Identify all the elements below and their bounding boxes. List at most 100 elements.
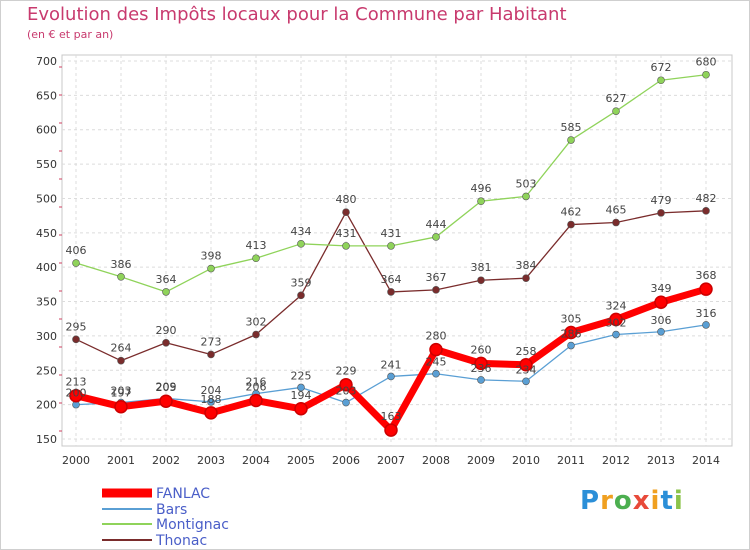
logo-letter: i: [650, 486, 661, 516]
data-point-fanlac: [564, 325, 578, 340]
legend-label-fanlac: FANLAC: [156, 486, 210, 502]
data-label-bars: 203: [111, 385, 132, 398]
data-label-thonac: 480: [336, 193, 357, 206]
data-label-montignac: 413: [246, 239, 267, 252]
x-tick-label: 2001: [107, 454, 135, 467]
data-point-thonac: [117, 356, 125, 365]
data-label-fanlac: 188: [201, 393, 222, 406]
data-point-bars: [477, 376, 485, 384]
data-label-thonac: 465: [606, 204, 627, 217]
data-point-bars: [567, 341, 575, 350]
data-label-fanlac: 213: [66, 376, 87, 389]
data-point-montignac: [342, 242, 350, 250]
data-label-thonac: 302: [246, 316, 267, 329]
data-point-montignac: [612, 107, 620, 115]
data-point-thonac: [252, 330, 260, 339]
data-label-fanlac: 280: [426, 330, 447, 343]
data-label-bars: 203: [336, 385, 357, 398]
data-label-montignac: 364: [156, 273, 177, 286]
proxiti-logo: Proxiti: [580, 486, 684, 516]
data-label-fanlac: 197: [111, 387, 132, 400]
data-point-thonac: [432, 286, 440, 294]
data-point-montignac: [477, 197, 485, 206]
data-point-montignac: [117, 273, 125, 281]
data-label-montignac: 398: [201, 250, 222, 263]
y-tick-label: 500: [36, 192, 57, 205]
logo-letter: o: [613, 486, 633, 516]
x-tick-label: 2000: [62, 454, 90, 467]
data-point-bars: [387, 372, 395, 381]
data-point-thonac: [72, 335, 80, 344]
data-point-montignac: [432, 233, 440, 241]
data-label-thonac: 367: [426, 271, 447, 284]
y-tick-label: 700: [36, 55, 57, 68]
data-point-thonac: [612, 218, 620, 227]
data-label-bars: 225: [291, 369, 312, 382]
data-point-bars: [342, 398, 350, 407]
x-tick-label: 2008: [422, 454, 450, 467]
data-label-fanlac: 258: [516, 345, 537, 358]
data-point-fanlac: [384, 423, 398, 437]
x-tick-label: 2002: [152, 454, 180, 467]
data-label-fanlac: 205: [156, 381, 177, 394]
data-point-montignac: [657, 76, 665, 85]
data-label-montignac: 680: [696, 56, 717, 69]
legend-label-bars: Bars: [156, 502, 187, 518]
data-point-fanlac: [294, 402, 308, 416]
y-tick-label: 250: [36, 364, 57, 377]
data-label-montignac: 503: [516, 177, 537, 190]
data-point-fanlac: [69, 388, 83, 403]
data-label-layer: 295 264 290 273 302 359 480 364 367 381 384 462 465 4…: [66, 56, 717, 423]
data-label-bars: 241: [381, 358, 402, 371]
logo-letter: r: [600, 486, 614, 516]
data-label-bars: 236: [471, 362, 492, 375]
legend-label-montignac: Montignac: [156, 517, 229, 533]
data-label-thonac: 482: [696, 192, 717, 205]
data-label-montignac: 444: [426, 218, 447, 231]
data-point-thonac: [522, 274, 530, 282]
x-tick-label: 2004: [242, 454, 270, 467]
data-point-montignac: [297, 240, 305, 248]
x-tick-label: 2014: [692, 454, 720, 467]
data-label-montignac: 672: [651, 61, 672, 74]
data-point-bars: [612, 330, 620, 339]
data-label-fanlac: 349: [651, 282, 672, 295]
data-point-thonac: [297, 291, 305, 300]
data-label-thonac: 462: [561, 206, 582, 219]
data-label-fanlac: 368: [696, 269, 717, 282]
data-point-montignac: [207, 264, 215, 273]
data-label-montignac: 434: [291, 225, 312, 238]
data-point-bars: [207, 398, 215, 406]
x-tick-label: 2013: [647, 454, 675, 467]
data-point-fanlac: [249, 393, 263, 408]
data-point-fanlac: [519, 358, 533, 372]
data-point-montignac: [522, 192, 530, 201]
y-tick-label: 200: [36, 399, 57, 412]
data-point-montignac: [702, 70, 710, 79]
data-point-thonac: [387, 288, 395, 296]
y-tick-label: 300: [36, 330, 57, 343]
logo-letter: i: [673, 486, 684, 516]
data-point-thonac: [477, 276, 485, 285]
data-label-thonac: 273: [201, 335, 222, 348]
data-point-montignac: [567, 136, 575, 144]
y-tick-label: 400: [36, 261, 57, 274]
data-label-thonac: 384: [516, 259, 537, 272]
data-label-montignac: 585: [561, 121, 582, 134]
data-label-bars: 245: [426, 356, 447, 369]
data-label-thonac: 264: [111, 342, 132, 355]
data-label-bars: 216: [246, 376, 267, 389]
logo-letter: t: [660, 486, 674, 516]
y-tick-label: 550: [36, 158, 57, 171]
y-tick-label: 650: [36, 89, 57, 102]
x-tick-label: 2011: [557, 454, 585, 467]
plot-area: [61, 54, 733, 447]
data-label-bars: 306: [651, 314, 672, 327]
chart-title: Evolution des Impôts locaux pour la Comm…: [27, 4, 567, 25]
data-point-fanlac: [114, 399, 128, 414]
data-point-thonac: [702, 207, 710, 215]
data-label-montignac: 406: [66, 244, 87, 257]
chart-subtitle: (en € et par an): [27, 28, 114, 41]
data-point-montignac: [72, 259, 80, 267]
data-point-montignac: [252, 254, 260, 263]
